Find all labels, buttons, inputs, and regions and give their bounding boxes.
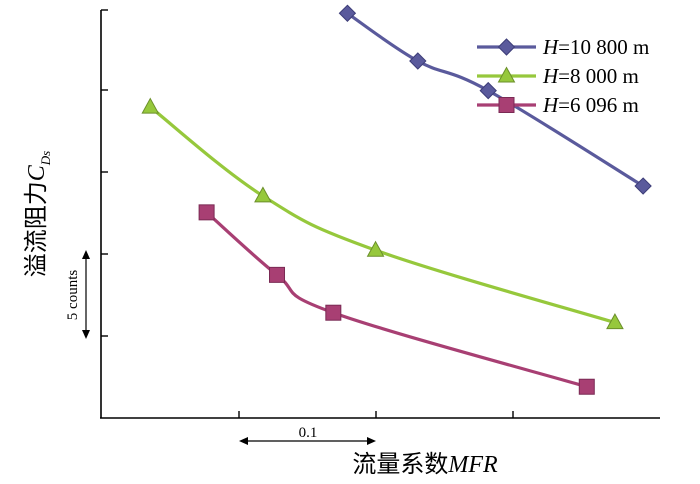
y-axis-label: 溢流阻力CDs xyxy=(23,151,53,277)
series-h10800-point xyxy=(409,52,427,70)
y-scale-bar: 5 counts xyxy=(65,250,90,339)
series-h8000-point xyxy=(606,313,624,330)
series-h10800-point xyxy=(338,4,357,22)
series-h10800-point xyxy=(479,81,497,100)
series-h6096-point xyxy=(578,378,595,395)
legend-item: H=8 000 m xyxy=(477,64,639,88)
series-h10800 xyxy=(338,4,652,195)
legend: H=10 800 m H=8 000 m H=6 096 m xyxy=(477,35,649,117)
series-h6096 xyxy=(198,204,595,395)
series-layer xyxy=(141,4,652,395)
series-h6096-point xyxy=(325,304,342,321)
x-scale-label: 0.1 xyxy=(299,425,318,441)
series-h8000-point xyxy=(141,97,160,114)
series-h8000-point xyxy=(254,186,272,203)
series-h10800-point xyxy=(634,177,652,195)
legend-series-h10800-point xyxy=(497,38,516,56)
legend-series-h8000-point xyxy=(497,66,516,83)
legend-series-h6096-point xyxy=(498,97,515,113)
x-axis-label: 流量系数MFR xyxy=(352,451,498,478)
x-scale-bar: 0.1 xyxy=(239,425,376,445)
legend-item: H=10 800 m xyxy=(477,35,649,59)
series-h8000-line xyxy=(149,105,616,325)
y-scale-label: 5 counts xyxy=(65,270,81,321)
legend-item: H=6 096 m xyxy=(477,93,639,117)
series-h6096-line xyxy=(205,211,588,389)
series-h8000 xyxy=(141,97,624,330)
series-h6096-point xyxy=(198,204,215,221)
legend-label: H=8 000 m xyxy=(542,64,639,88)
series-h10800-line xyxy=(346,11,644,188)
series-h6096-point xyxy=(269,266,286,283)
legend-label: H=6 096 m xyxy=(542,93,639,117)
legend-label: H=10 800 m xyxy=(542,35,649,59)
series-h8000-point xyxy=(366,240,385,257)
